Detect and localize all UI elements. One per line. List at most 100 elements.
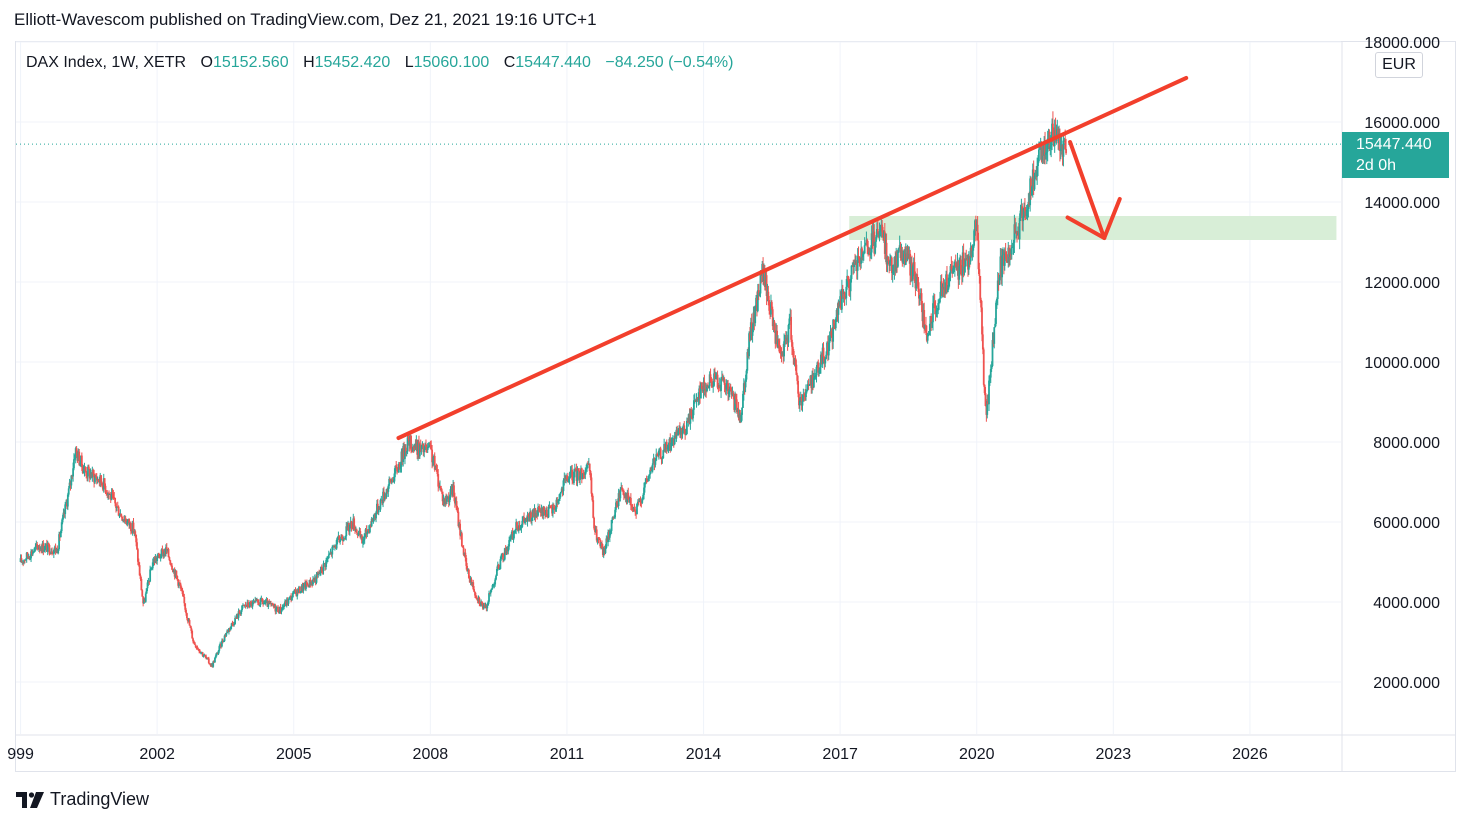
candle-body — [622, 490, 625, 496]
candle-body — [582, 473, 585, 475]
candle-body — [42, 543, 45, 552]
candle-body — [118, 515, 121, 517]
candle-body — [907, 247, 910, 258]
candle-body — [843, 292, 846, 297]
candle-body — [559, 491, 562, 494]
time-axis[interactable]: 999 2002 2005 2008 2011 2014 2017 2020 2023 2026 — [7, 746, 1268, 763]
candle-body — [453, 485, 455, 497]
candle-body — [614, 509, 617, 518]
candle-body — [932, 303, 934, 323]
candle-body — [989, 368, 992, 378]
candle-body — [601, 543, 603, 548]
candle-body — [327, 554, 330, 559]
candle-body — [577, 468, 580, 471]
candle-body — [650, 470, 653, 472]
resistance-trendline[interactable] — [396, 76, 1189, 440]
candle-body — [394, 465, 397, 474]
candle-body — [305, 581, 307, 589]
candle-body — [1005, 254, 1008, 262]
candle-body — [398, 463, 401, 469]
target-arrow-head[interactable] — [1065, 196, 1122, 240]
candle-body — [798, 393, 800, 406]
candle-body — [1059, 148, 1062, 151]
candle-body — [103, 478, 106, 486]
candle-body — [590, 477, 593, 494]
candle-body — [876, 228, 878, 238]
candle-body — [392, 481, 395, 483]
candle-body — [29, 558, 32, 560]
candle-body — [562, 480, 565, 492]
candle-body — [516, 522, 518, 528]
candle-body — [995, 299, 998, 303]
candle-body — [82, 470, 85, 474]
candle-body — [931, 322, 933, 324]
candle-body — [379, 500, 382, 510]
candle-body — [336, 537, 339, 541]
candle-body — [740, 414, 743, 423]
candle-body — [557, 500, 560, 504]
candle-body — [464, 552, 467, 558]
candle-body — [1018, 217, 1021, 240]
candle-body — [998, 277, 1001, 285]
candle-body — [399, 466, 402, 469]
candle-body — [411, 446, 414, 451]
candle-body — [247, 602, 250, 607]
candle-body — [558, 498, 560, 501]
candle-body — [767, 291, 770, 300]
candle-body — [359, 530, 362, 538]
x-tick-label: 2002 — [139, 746, 175, 763]
candle-body — [214, 655, 217, 658]
candle-body — [723, 379, 726, 385]
candle-body — [47, 542, 50, 546]
candle-body — [729, 386, 732, 390]
candle-body — [478, 597, 481, 604]
candle-body — [559, 493, 561, 499]
candle-body — [345, 526, 348, 537]
candle-body — [87, 466, 89, 477]
publisher-line: Elliott-Wavescom published on TradingVie… — [14, 10, 597, 29]
candle-body — [862, 253, 865, 255]
candle-body — [604, 547, 607, 554]
candle-body — [853, 261, 856, 268]
candle-body — [790, 316, 793, 340]
candle-body — [490, 588, 493, 591]
candle-body — [422, 443, 425, 453]
candle-body — [581, 473, 584, 480]
tradingview-logo[interactable]: TradingView — [16, 789, 149, 810]
candle-body — [375, 512, 377, 519]
y-tick-label: 16000.000 — [1364, 115, 1440, 132]
candle-body — [405, 451, 408, 453]
target-arrow-shaft[interactable] — [1068, 140, 1107, 240]
candle-body — [261, 598, 264, 602]
candle-body — [586, 463, 588, 469]
candle-body — [1013, 224, 1016, 243]
candle-body — [245, 606, 248, 608]
candle-body — [228, 628, 230, 632]
candle-body — [976, 224, 979, 241]
candle-body — [538, 507, 541, 512]
candle-body — [778, 345, 781, 353]
candle-body — [132, 522, 135, 532]
candle-body — [948, 273, 951, 278]
price-axis[interactable]: 2000.000 4000.000 6000.000 8000.000 10000.00… — [1364, 35, 1440, 692]
candle-body — [962, 252, 965, 270]
currency-button[interactable]: EUR — [1375, 52, 1423, 78]
candle-body — [244, 604, 247, 607]
candle-body — [935, 310, 938, 314]
candle-body — [418, 445, 421, 457]
candle-body — [746, 352, 749, 371]
candle-body — [671, 440, 673, 443]
candle-body — [802, 394, 805, 402]
candle-body — [677, 431, 680, 435]
candle-body — [711, 382, 714, 387]
candle-body — [801, 401, 804, 406]
candle-body — [554, 508, 557, 510]
candle-body — [866, 239, 869, 247]
candle-body — [788, 318, 791, 325]
candle-body — [521, 520, 524, 527]
candle-body — [431, 449, 433, 463]
x-tick-label: 2011 — [550, 746, 585, 763]
candle-body — [393, 473, 396, 482]
candle-body — [31, 552, 34, 555]
